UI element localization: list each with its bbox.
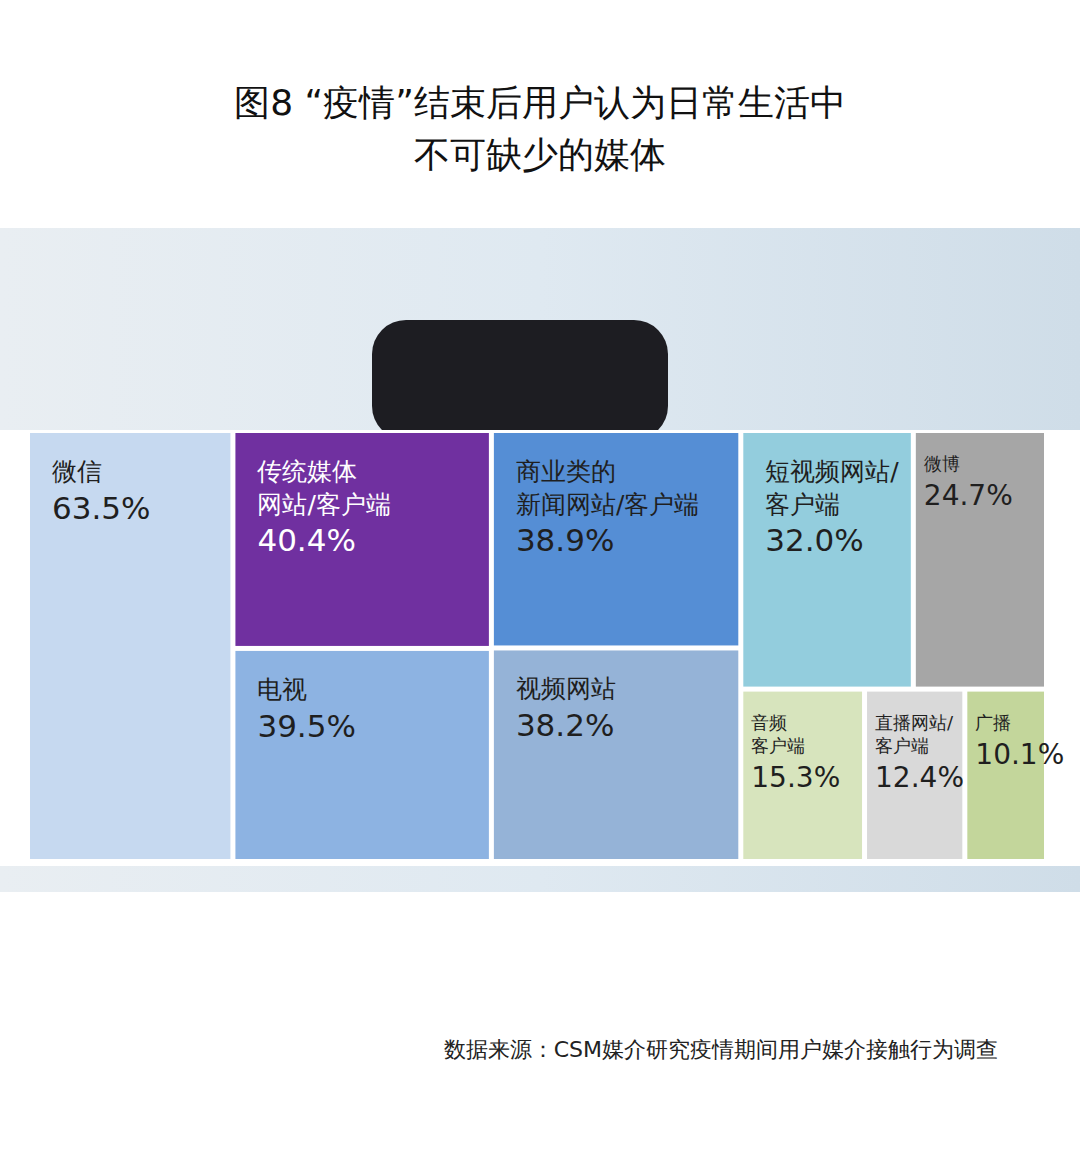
data-label: 10.1% bbox=[975, 738, 1064, 771]
tile-label-line: 客户端 bbox=[765, 490, 840, 519]
tile-label-line: 音频 bbox=[751, 712, 787, 733]
tile-label: 直播网站/客户端 bbox=[875, 712, 954, 756]
treemap bbox=[30, 433, 1044, 859]
data-label: 38.9% bbox=[516, 522, 614, 558]
tile bbox=[743, 692, 862, 859]
tile-label-line: 新闻网站/客户端 bbox=[516, 490, 699, 519]
source: 数据来源：CSM媒介研究疫情期间用户媒介接触行为调查 bbox=[444, 1037, 998, 1062]
tile-label-line: 商业类的 bbox=[516, 457, 616, 486]
tile-label-line: 视频网站 bbox=[516, 674, 616, 703]
background-band bbox=[0, 228, 1080, 892]
title-line: 图8 “疫情”结束后用户认为日常生活中 bbox=[234, 82, 846, 123]
tile-label-line: 微博 bbox=[924, 453, 960, 474]
data-label: 40.4% bbox=[257, 522, 355, 558]
tile bbox=[967, 692, 1044, 859]
tile-label: 微信 bbox=[52, 457, 102, 486]
plot-background bbox=[0, 430, 1080, 866]
tile-label-line: 短视频网站/ bbox=[765, 457, 899, 486]
tile bbox=[494, 433, 738, 645]
data-label: 15.3% bbox=[751, 761, 840, 794]
tile-label-line: 传统媒体 bbox=[257, 457, 357, 486]
tile bbox=[743, 433, 911, 687]
tile-label: 商业类的新闻网站/客户端 bbox=[516, 457, 699, 519]
tile-label: 视频网站 bbox=[516, 674, 616, 703]
tile-label-line: 电视 bbox=[257, 675, 307, 704]
data-label: 32.0% bbox=[765, 522, 863, 558]
data-label: 12.4% bbox=[875, 761, 964, 794]
background-phone bbox=[372, 320, 668, 440]
data-label: 63.5% bbox=[52, 490, 150, 526]
chart: 图8 “疫情”结束后用户认为日常生活中不可缺少的媒体微信 63.5% 传统媒体网站/… bbox=[0, 0, 1080, 1152]
title-line: 不可缺少的媒体 bbox=[414, 134, 666, 175]
tile-label-line: 直播网站/ bbox=[875, 712, 954, 733]
title: 图8 “疫情”结束后用户认为日常生活中不可缺少的媒体 bbox=[234, 82, 846, 175]
tile-label-line: 微信 bbox=[52, 457, 102, 486]
tile-label-line: 客户端 bbox=[875, 735, 929, 756]
tile bbox=[494, 650, 738, 859]
tile-label: 广播 bbox=[975, 712, 1011, 733]
tile bbox=[235, 433, 488, 646]
data-label: 24.7% bbox=[924, 479, 1013, 512]
tile bbox=[916, 433, 1044, 687]
tile-label: 传统媒体网站/客户端 bbox=[257, 457, 390, 519]
tile bbox=[235, 651, 488, 859]
tile-label-line: 客户端 bbox=[751, 735, 805, 756]
tile-label-line: 广播 bbox=[975, 712, 1011, 733]
labels: 微信63.5%传统媒体网站/客户端40.4%电视39.5%商业类的新闻网站/客户… bbox=[52, 453, 1064, 794]
tile-label-line: 网站/客户端 bbox=[257, 490, 390, 519]
tile bbox=[30, 433, 230, 859]
tile-label: 音频客户端 bbox=[751, 712, 805, 756]
data-label: 38.2% bbox=[516, 707, 614, 743]
tile-label: 电视 bbox=[257, 675, 307, 704]
data-label: 39.5% bbox=[257, 708, 355, 744]
tile-label: 微博 bbox=[924, 453, 960, 474]
tile-label: 短视频网站/客户端 bbox=[765, 457, 899, 519]
